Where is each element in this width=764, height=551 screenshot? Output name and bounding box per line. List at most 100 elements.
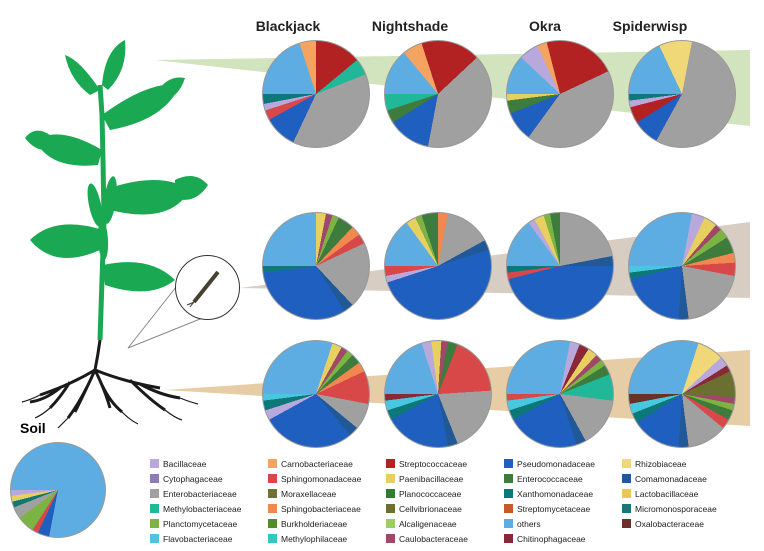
legend-item: Planctomycetaceae: [150, 516, 268, 531]
column-header-okra: Okra: [485, 18, 605, 34]
legend-swatch: [504, 519, 513, 528]
legend-label: Alcaligenaceae: [399, 519, 457, 529]
column-header-nightshade: Nightshade: [350, 18, 470, 34]
legend-label: Xanthomonadaceae: [517, 489, 593, 499]
legend: Bacillaceae Carnobacteriaceae Streptococca…: [150, 456, 740, 546]
pie-chart: [628, 340, 736, 448]
legend-swatch: [622, 504, 631, 513]
legend-swatch: [386, 519, 395, 528]
legend-item: Alcaligenaceae: [386, 516, 504, 531]
pie-row-1: [262, 212, 736, 320]
pie-chart: [384, 340, 492, 448]
legend-item: Cellvibrionaceae: [386, 501, 504, 516]
pie-row-0: [262, 40, 736, 148]
legend-label: Paenibacillaceae: [399, 474, 463, 484]
legend-item: Pseudomonadaceae: [504, 456, 622, 471]
legend-swatch: [150, 519, 159, 528]
legend-swatch: [504, 504, 513, 513]
legend-swatch: [622, 459, 631, 468]
pie-chart: [506, 40, 614, 148]
legend-label: Carnobacteriaceae: [281, 459, 353, 469]
legend-item: Sphingobacteriaceae: [268, 501, 386, 516]
pie-row-2: [262, 340, 736, 448]
legend-swatch: [622, 474, 631, 483]
legend-swatch: [622, 519, 631, 528]
legend-swatch: [386, 534, 395, 543]
legend-item: Chitinophagaceae: [504, 531, 622, 546]
legend-swatch: [622, 489, 631, 498]
legend-item: Streptococcaceae: [386, 456, 504, 471]
legend-item: others: [504, 516, 622, 531]
legend-label: Caulobacteraceae: [399, 534, 468, 544]
pie-chart: [384, 40, 492, 148]
legend-item: Oxalobacteraceae: [622, 516, 740, 531]
legend-label: Rhizobiaceae: [635, 459, 687, 469]
legend-item: Rhizobiaceae: [622, 456, 740, 471]
legend-label: Oxalobacteraceae: [635, 519, 704, 529]
pie-chart: [262, 212, 370, 320]
legend-item: Xanthomonadaceae: [504, 486, 622, 501]
legend-item: Micromonosporaceae: [622, 501, 740, 516]
legend-swatch: [268, 504, 277, 513]
pie-chart: [506, 212, 614, 320]
legend-item: Planococcaceae: [386, 486, 504, 501]
legend-label: Methylobacteriaceae: [163, 504, 241, 514]
legend-label: Bacillaceae: [163, 459, 206, 469]
soil-label: Soil: [20, 420, 46, 436]
legend-item: Comamonadaceae: [622, 471, 740, 486]
pie-chart: [384, 212, 492, 320]
column-header-spiderwisp: Spiderwisp: [590, 18, 710, 34]
legend-item: Sphingomonadaceae: [268, 471, 386, 486]
legend-item: Streptomycetaceae: [504, 501, 622, 516]
legend-item: Paenibacillaceae: [386, 471, 504, 486]
soil-pie-chart: [10, 442, 106, 538]
legend-item: Enterobacteriaceae: [150, 486, 268, 501]
legend-item: Lactobacillaceae: [622, 486, 740, 501]
legend-swatch: [386, 489, 395, 498]
legend-swatch: [386, 474, 395, 483]
legend-label: Moraxellaceae: [281, 489, 336, 499]
legend-item: Cytophagaceae: [150, 471, 268, 486]
pie-chart: [262, 340, 370, 448]
legend-item: Caulobacteraceae: [386, 531, 504, 546]
legend-label: Planococcaceae: [399, 489, 461, 499]
legend-label: Comamonadaceae: [635, 474, 707, 484]
legend-swatch: [504, 489, 513, 498]
legend-label: others: [517, 519, 541, 529]
legend-label: Planctomycetaceae: [163, 519, 237, 529]
legend-swatch: [268, 489, 277, 498]
legend-label: Streptococcaceae: [399, 459, 467, 469]
legend-swatch: [150, 489, 159, 498]
legend-label: Sphingomonadaceae: [281, 474, 361, 484]
legend-item: Methylophilaceae: [268, 531, 386, 546]
legend-label: Enterococcaceae: [517, 474, 583, 484]
plant-illustration: [10, 30, 240, 440]
legend-label: Chitinophagaceae: [517, 534, 586, 544]
legend-swatch: [150, 474, 159, 483]
legend-swatch: [386, 459, 395, 468]
legend-item: Flavobacteriaceae: [150, 531, 268, 546]
legend-item: Bacillaceae: [150, 456, 268, 471]
root-detail-circle: [175, 255, 240, 320]
legend-swatch: [386, 504, 395, 513]
legend-label: Cytophagaceae: [163, 474, 223, 484]
legend-label: Pseudomonadaceae: [517, 459, 595, 469]
legend-swatch: [504, 459, 513, 468]
pie-chart: [262, 40, 370, 148]
legend-label: Streptomycetaceae: [517, 504, 590, 514]
legend-swatch: [268, 459, 277, 468]
pie-chart: [628, 40, 736, 148]
legend-item: Methylobacteriaceae: [150, 501, 268, 516]
legend-swatch: [268, 534, 277, 543]
legend-label: Sphingobacteriaceae: [281, 504, 361, 514]
legend-label: Micromonosporaceae: [635, 504, 717, 514]
legend-item: Carnobacteriaceae: [268, 456, 386, 471]
legend-swatch: [504, 534, 513, 543]
legend-swatch: [268, 474, 277, 483]
legend-label: Enterobacteriaceae: [163, 489, 237, 499]
legend-label: Burkholderiaceae: [281, 519, 347, 529]
legend-swatch: [150, 534, 159, 543]
legend-swatch: [150, 504, 159, 513]
pie-chart: [506, 340, 614, 448]
legend-label: Flavobacteriaceae: [163, 534, 232, 544]
